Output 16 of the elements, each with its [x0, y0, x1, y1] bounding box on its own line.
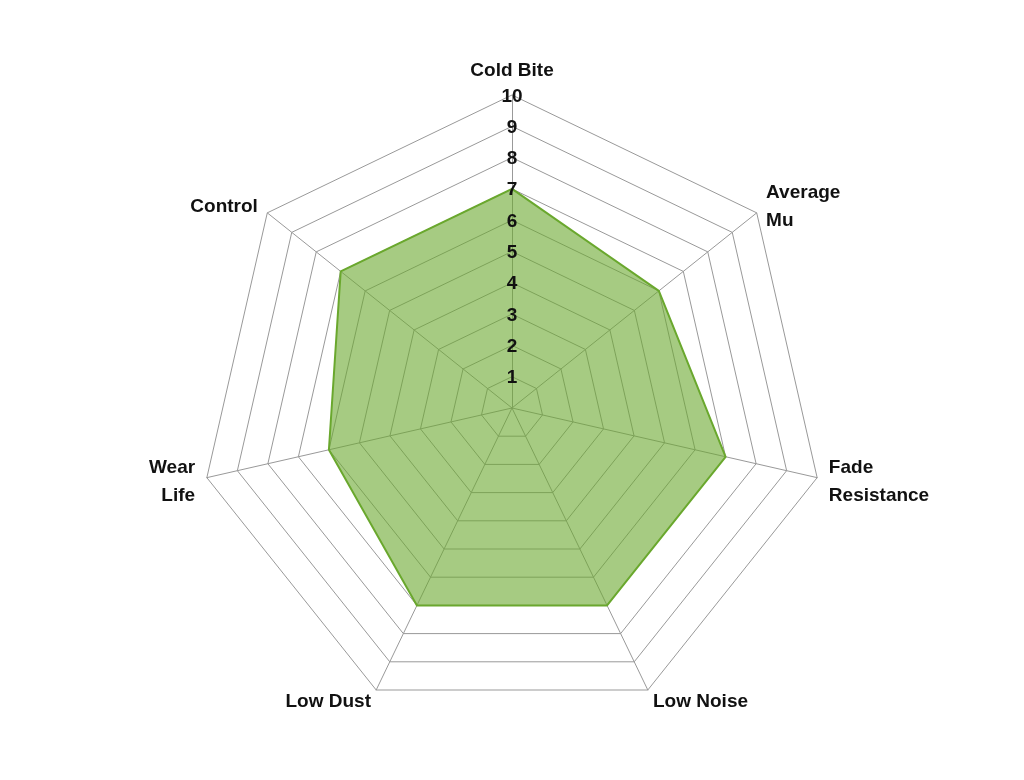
y-tick-label: 1: [506, 366, 518, 388]
y-tick-label: 3: [506, 303, 518, 325]
spoke-label: Fade Resistance: [828, 455, 930, 505]
spoke-label: Low Noise: [653, 690, 749, 712]
y-tick-label: 9: [506, 115, 518, 137]
spoke-label: Wear Life: [149, 455, 196, 505]
y-tick-label: 4: [506, 272, 518, 294]
spoke-label: Cold Bite: [470, 58, 554, 80]
y-tick-label: 5: [506, 241, 518, 262]
spoke-label: Low Dust: [285, 690, 372, 712]
y-tick-label: 2: [506, 334, 518, 356]
y-tick-label: 10: [501, 84, 523, 106]
spoke-label: Control: [190, 194, 258, 216]
y-tick-label: 6: [506, 209, 518, 231]
spoke-label: Average Mu: [766, 180, 841, 230]
y-tick-label: 8: [506, 147, 518, 169]
